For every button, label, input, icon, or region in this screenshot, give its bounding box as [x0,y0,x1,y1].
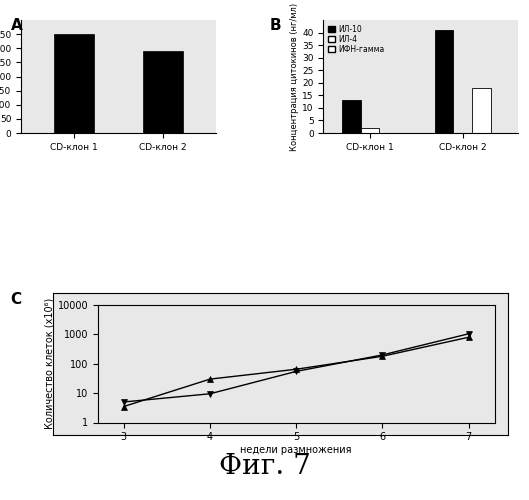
Y-axis label: Концентрация цитокинов (нг/мл): Концентрация цитокинов (нг/мл) [290,2,299,150]
Bar [435,30,453,133]
Text: B: B [270,18,281,32]
Text: A: A [11,18,22,32]
X-axis label: недели размножения: недели размножения [241,445,352,455]
Text: Фиг. 7: Фиг. 7 [218,453,311,480]
Y-axis label: Количество клеток (х10⁶): Количество клеток (х10⁶) [45,298,54,430]
Legend: ИЛ-10, ИЛ-4, ИФН-гамма: ИЛ-10, ИЛ-4, ИФН-гамма [327,24,385,54]
Bar [54,34,94,133]
Bar [361,128,379,133]
Bar [472,88,490,133]
Bar [342,100,361,133]
Bar [143,51,183,133]
Text: C: C [11,292,22,308]
